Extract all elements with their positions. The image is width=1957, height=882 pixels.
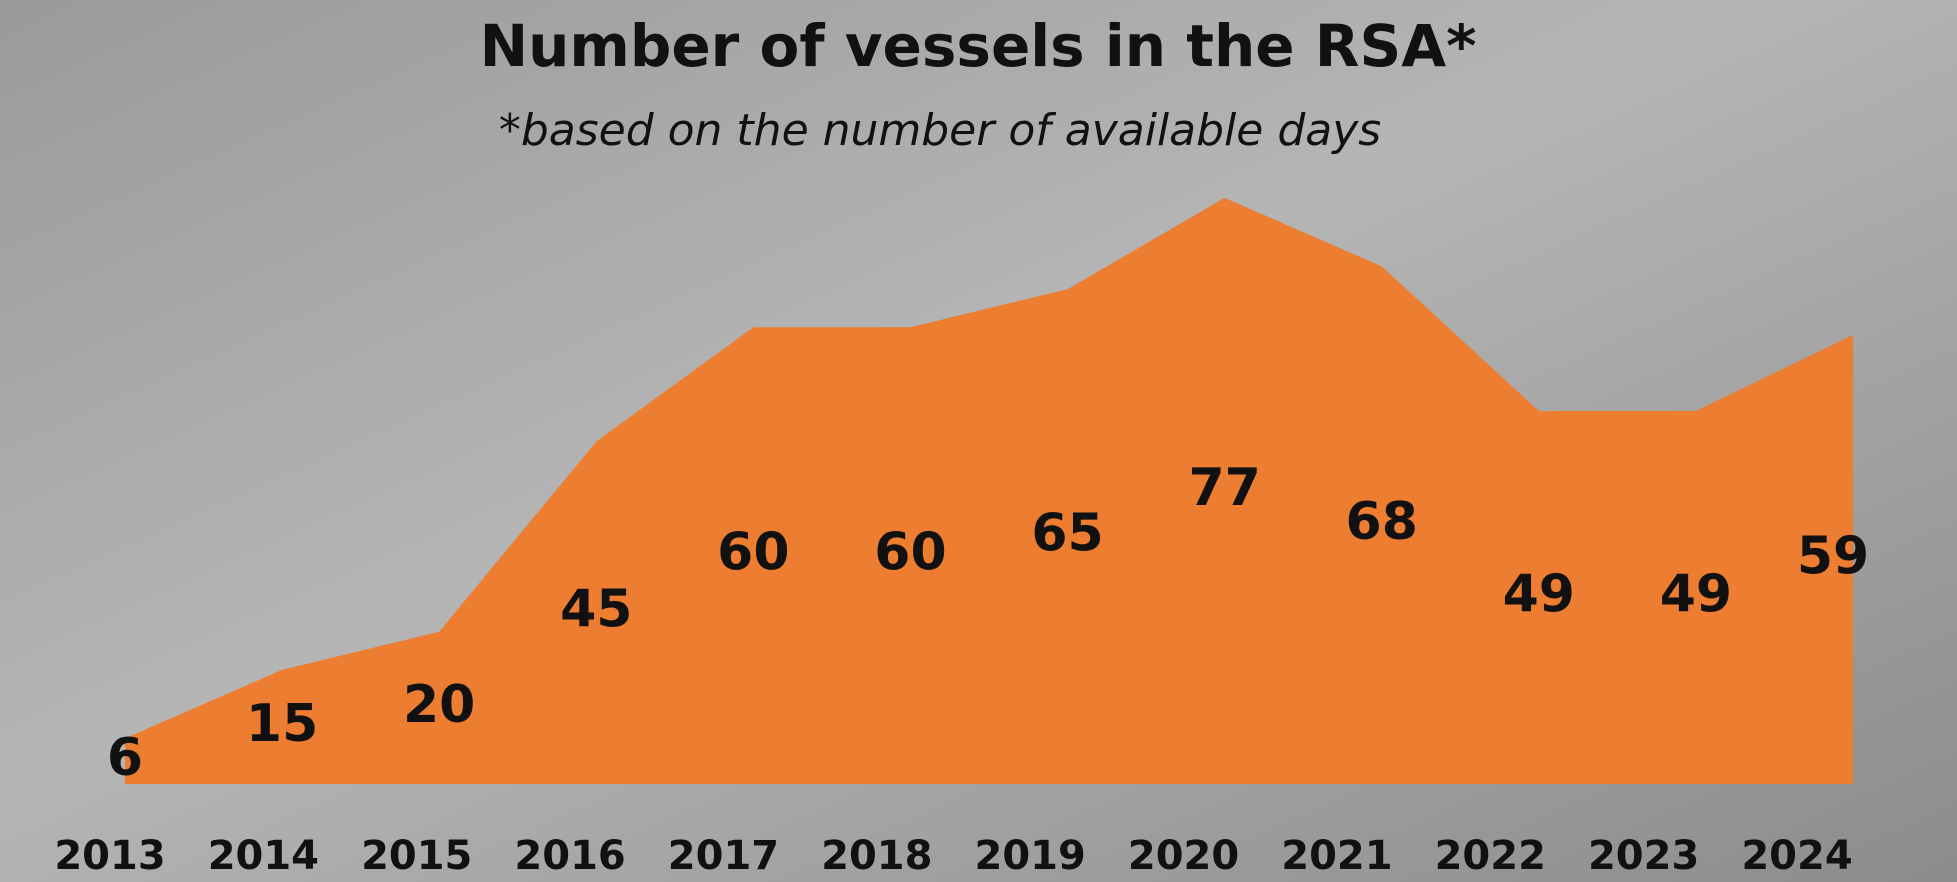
chart-subtitle: *based on the number of available days <box>499 105 1381 156</box>
area <box>125 197 1853 784</box>
data-label: 15 <box>246 694 318 754</box>
data-label: 59 <box>1797 526 1869 586</box>
x-tick-label: 2017 <box>668 833 779 879</box>
data-label: 6 <box>107 728 143 788</box>
x-tick-label: 2014 <box>208 833 319 879</box>
data-label: 68 <box>1346 492 1418 552</box>
x-tick-label: 2016 <box>514 833 625 879</box>
x-tick-label: 2019 <box>975 833 1086 879</box>
data-label: 60 <box>717 523 789 583</box>
x-tick-label: 2013 <box>54 833 165 879</box>
data-label: 49 <box>1503 564 1575 624</box>
x-tick-label: 2023 <box>1588 833 1699 879</box>
data-label: 65 <box>1031 504 1103 564</box>
data-label: 45 <box>560 580 632 640</box>
x-tick-label: 2015 <box>361 833 472 879</box>
data-label: 77 <box>1188 458 1260 518</box>
x-tick-label: 2022 <box>1435 833 1546 879</box>
data-label: 49 <box>1660 564 1732 624</box>
data-label: 20 <box>403 675 475 735</box>
x-tick-label: 2021 <box>1281 833 1392 879</box>
chart-title: Number of vessels in the RSA* <box>480 12 1477 80</box>
x-tick-label: 2024 <box>1741 833 1852 879</box>
data-label: 60 <box>874 523 946 583</box>
x-tick-label: 2020 <box>1128 833 1239 879</box>
x-tick-label: 2018 <box>821 833 932 879</box>
